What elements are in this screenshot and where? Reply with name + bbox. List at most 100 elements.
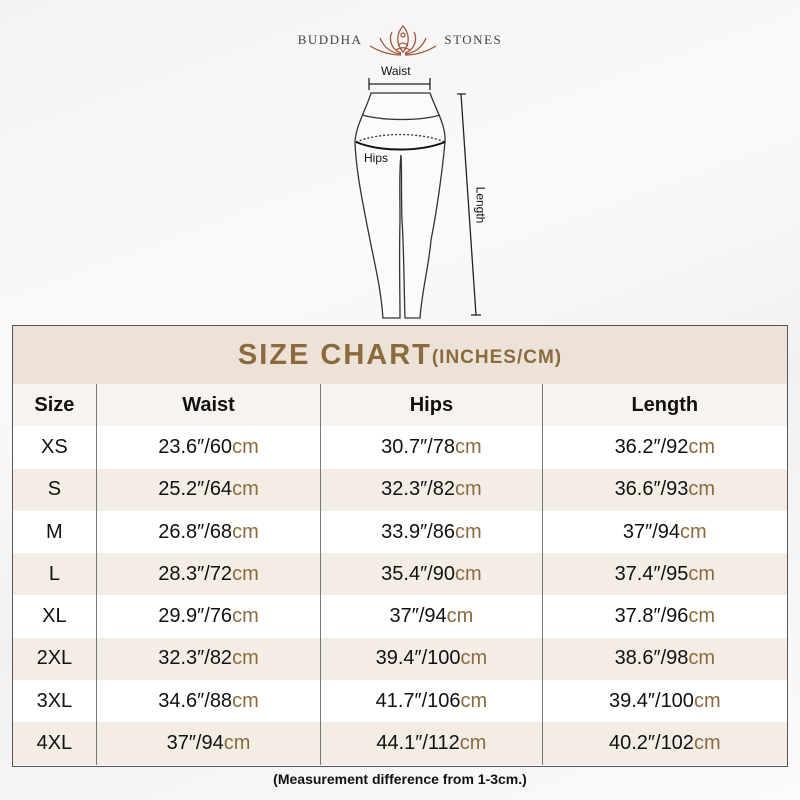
brand-right: STONES	[444, 32, 503, 47]
size-cell: 3XL	[36, 689, 73, 712]
cm-unit: cm	[223, 732, 251, 755]
cm-unit: cm	[693, 689, 721, 712]
title-text: SIZE CHART	[237, 338, 432, 371]
cm-unit: cm	[454, 562, 482, 585]
length-value: 37.4″/95	[614, 562, 689, 585]
length-value: 37″/94	[622, 520, 681, 543]
waist-cell: 25.2″/64 cm	[95, 468, 320, 511]
cm-unit: cm	[460, 647, 488, 670]
hips-value: 41.7″/106	[375, 689, 461, 712]
table-row: M 26.8″/68 cm 33.9″/86 cm 37″/94 cm	[13, 510, 787, 554]
hips-cell: 33.9″/86 cm	[320, 510, 541, 554]
length-cell: 40.2″/102 cm	[541, 722, 787, 765]
waist-value: 26.8″/68	[158, 520, 233, 543]
waist-label: Waist	[381, 64, 411, 78]
waist-value: 32.3″/82	[158, 647, 233, 670]
cm-unit: cm	[232, 605, 259, 628]
length-cell: 36.2″/92 cm	[541, 426, 787, 469]
header-length: Length	[541, 384, 787, 427]
cm-unit: cm	[688, 605, 716, 628]
cm-unit: cm	[454, 478, 482, 501]
size-cell: S	[47, 478, 62, 501]
waist-cell: 34.6″/88 cm	[95, 680, 320, 723]
table-row: 4XL 37″/94 cm 44.1″/112 cm 40.2″/102 cm	[13, 722, 787, 765]
hips-label: Hips	[364, 151, 389, 165]
waist-value: 25.2″/64	[158, 478, 233, 501]
hips-cell: 44.1″/112 cm	[320, 722, 541, 765]
cm-unit: cm	[688, 478, 716, 501]
header-waist: Waist	[95, 384, 320, 427]
cm-unit: cm	[232, 562, 259, 585]
cm-unit: cm	[688, 562, 716, 585]
length-value: 39.4″/100	[609, 689, 694, 712]
cm-unit: cm	[232, 478, 259, 501]
cm-unit: cm	[232, 435, 259, 458]
length-value: 36.6″/93	[614, 478, 689, 501]
hips-cell: 41.7″/106 cm	[320, 680, 541, 723]
table-row: XL 29.9″/76 cm 37″/94 cm 37.8″/96 cm	[13, 595, 787, 638]
waist-value: 34.6″/88	[158, 689, 233, 712]
cm-unit: cm	[459, 732, 487, 755]
lotus-meditation-icon	[370, 25, 437, 56]
size-cell: M	[46, 520, 63, 543]
size-cell: L	[48, 562, 60, 585]
hips-value: 32.3″/82	[381, 478, 455, 501]
length-cell: 37.8″/96 cm	[541, 595, 787, 638]
waist-cell: 23.6″/60 cm	[95, 426, 320, 469]
cm-unit: cm	[454, 520, 482, 543]
cm-unit: cm	[460, 689, 488, 712]
header-row: Size Waist Hips Length	[13, 384, 787, 427]
size-cell: 4XL	[36, 732, 73, 755]
hips-cell: 32.3″/82 cm	[320, 468, 541, 511]
length-cell: 36.6″/93 cm	[541, 468, 787, 511]
waist-measure-line	[368, 78, 431, 90]
leggings-diagram	[354, 78, 481, 319]
hips-value: 35.4″/90	[381, 562, 455, 585]
length-cell: 37″/94 cm	[541, 510, 787, 554]
cm-unit: cm	[680, 520, 707, 543]
length-value: 38.6″/98	[614, 647, 689, 670]
waist-value: 28.3″/72	[158, 562, 233, 585]
waist-cell: 28.3″/72 cm	[95, 553, 320, 596]
size-cell: 2XL	[36, 647, 73, 670]
title-unit: (INCHES/CM)	[431, 347, 563, 368]
length-value: 40.2″/102	[609, 732, 694, 755]
table-row: S 25.2″/64 cm 32.3″/82 cm 36.6″/93 cm	[13, 468, 787, 511]
size-cell: XS	[41, 435, 68, 458]
cm-unit: cm	[446, 605, 474, 628]
leggings-outline	[354, 92, 446, 319]
cm-unit: cm	[454, 435, 482, 458]
length-measure-line	[457, 93, 481, 316]
size-cell: XL	[42, 605, 67, 628]
table-row: 2XL 32.3″/82 cm 39.4″/100 cm 38.6″/98 cm	[13, 637, 787, 681]
waist-cell: 29.9″/76 cm	[95, 595, 320, 638]
size-chart-title: SIZE CHART (INCHES/CM)	[13, 326, 787, 384]
length-value: 36.2″/92	[614, 435, 689, 458]
brand-left: BUDDHA	[297, 32, 363, 47]
waist-cell: 32.3″/82 cm	[95, 637, 320, 681]
cm-unit: cm	[232, 689, 259, 712]
waist-value: 29.9″/76	[158, 605, 233, 628]
length-cell: 39.4″/100 cm	[541, 680, 787, 723]
cm-unit: cm	[693, 732, 721, 755]
hips-cell: 35.4″/90 cm	[320, 553, 541, 596]
hips-cell: 39.4″/100 cm	[320, 637, 541, 681]
hips-cell: 37″/94 cm	[320, 595, 541, 638]
waist-cell: 26.8″/68 cm	[95, 510, 320, 554]
hips-value: 37″/94	[389, 605, 447, 628]
table-row: L 28.3″/72 cm 35.4″/90 cm 37.4″/95 cm	[13, 553, 787, 596]
waist-value: 23.6″/60	[158, 435, 233, 458]
hips-value: 33.9″/86	[381, 520, 455, 543]
waist-cell: 37″/94 cm	[95, 722, 320, 765]
length-cell: 37.4″/95 cm	[541, 553, 787, 596]
hips-cell: 30.7″/78 cm	[320, 426, 541, 469]
table-row: 3XL 34.6″/88 cm 41.7″/106 cm 39.4″/100 cm	[13, 680, 787, 723]
cm-unit: cm	[232, 520, 259, 543]
length-cell: 38.6″/98 cm	[541, 637, 787, 681]
measurement-note: (Measurement difference from 1-3cm.)	[273, 771, 527, 787]
hips-value: 30.7″/78	[381, 435, 455, 458]
size-chart-table: SIZE CHART (INCHES/CM) Size Waist Hips Le…	[12, 325, 788, 767]
header-size: Size	[34, 393, 75, 416]
hips-value: 39.4″/100	[375, 647, 461, 670]
table-row: XS 23.6″/60 cm 30.7″/78 cm 36.2″/92 cm	[13, 426, 787, 469]
